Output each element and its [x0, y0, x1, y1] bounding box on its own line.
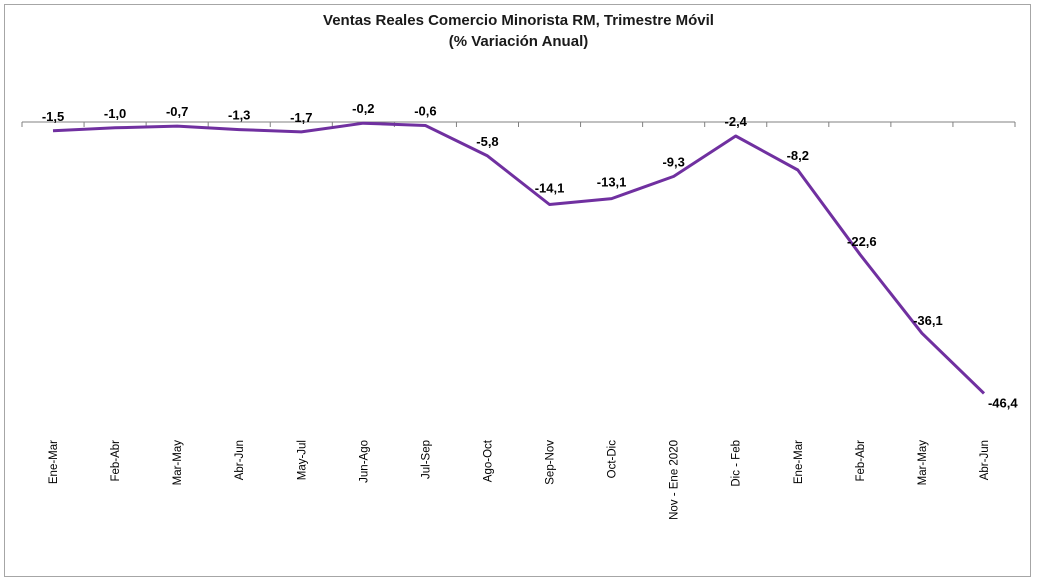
data-label: -0,7	[166, 104, 188, 119]
x-tick-label: Feb-Abr	[110, 440, 122, 482]
x-tick-label: May-Jul	[296, 440, 308, 480]
data-label: -1,5	[42, 109, 64, 124]
data-label: -1,0	[104, 106, 126, 121]
data-label: -0,6	[414, 104, 436, 119]
x-tick-label: Mar-May	[172, 440, 184, 486]
chart-subtitle: (% Variación Anual)	[448, 33, 589, 50]
data-label: -1,7	[290, 110, 312, 125]
x-tick-label: Oct-Dic	[607, 440, 619, 479]
x-tick-labels: Ene-Mar Feb-Abr Mar-May Abr-Jun May-Jul Jun-A…	[48, 439, 991, 520]
x-tick-label: Jun-Ago	[358, 440, 370, 483]
data-label: -0,2	[352, 101, 374, 116]
x-tick-label: Abr-Jun	[234, 440, 246, 480]
data-label: -9,3	[662, 154, 684, 169]
data-label: -13,1	[597, 175, 627, 190]
axes	[21, 121, 1016, 127]
x-tick-label: Feb-Abr	[855, 440, 867, 482]
x-tick-label: Sep-Nov	[545, 440, 557, 485]
x-tick-label: Abr-Jun	[979, 440, 991, 480]
data-label: -2,4	[725, 114, 748, 129]
chart-title: Ventas Reales Comercio Minorista RM, Tri…	[323, 12, 714, 29]
x-tick-label: Ene-Mar	[793, 440, 805, 484]
data-labels: -1,5 -1,0 -0,7 -1,3 -1,7 -0,2 -0,6 -5,8 -14,1 -13…	[42, 101, 1019, 410]
data-label: -5,8	[476, 134, 498, 149]
data-label: -1,3	[228, 108, 250, 123]
x-tick-label: Nov - Ene 2020	[669, 440, 681, 520]
x-tick-label: Jul-Sep	[420, 440, 432, 479]
x-tick-label: Ago-Oct	[482, 439, 494, 482]
data-label: -46,4	[988, 395, 1018, 410]
data-label: -14,1	[535, 180, 565, 195]
data-label: -22,6	[847, 234, 877, 249]
x-tick-label: Mar-May	[917, 440, 929, 486]
series-polyline	[52, 121, 986, 395]
series-line	[52, 121, 986, 395]
x-tick-label: Dic - Feb	[731, 440, 743, 487]
x-tick-label: Ene-Mar	[48, 440, 60, 484]
chart-frame	[4, 4, 1031, 577]
data-label: -8,2	[787, 148, 809, 163]
data-label: -36,1	[913, 313, 943, 328]
